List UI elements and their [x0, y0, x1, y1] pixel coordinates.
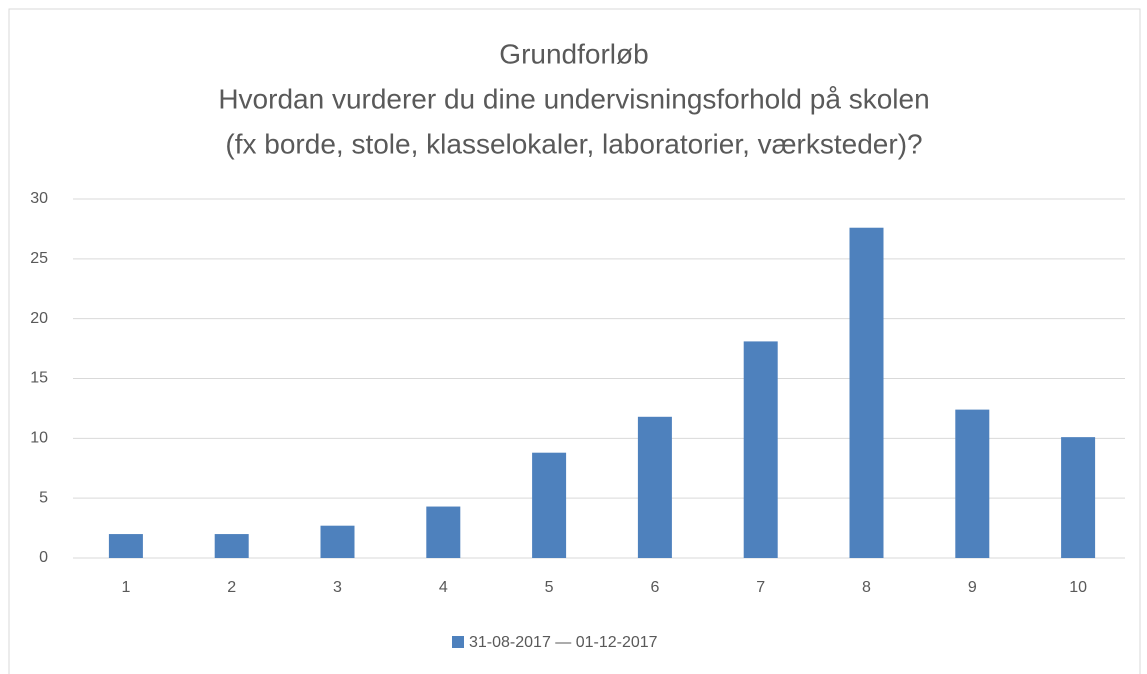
bar	[108, 534, 143, 558]
y-tick-label: 5	[39, 489, 48, 506]
bar	[1061, 437, 1096, 558]
chart-title: (fx borde, stole, klasselokaler, laborat…	[225, 128, 922, 159]
chart-border	[8, 8, 1141, 674]
legend-swatch	[452, 636, 464, 648]
x-tick-label: 1	[121, 579, 130, 596]
bar	[320, 525, 355, 558]
x-tick-label: 7	[756, 579, 765, 596]
bar	[955, 409, 990, 558]
bar	[532, 452, 567, 558]
x-tick-label: 6	[650, 579, 659, 596]
x-tick-label: 10	[1069, 579, 1087, 596]
chart-title: Hvordan vurderer du dine undervisningsfo…	[218, 83, 929, 114]
legend-label: 31-08-2017 — 01-12-2017	[469, 634, 658, 651]
y-tick-label: 10	[30, 430, 48, 447]
bar	[214, 534, 249, 558]
chart-title: Grundforløb	[499, 38, 648, 69]
y-tick-label: 20	[30, 310, 48, 327]
x-tick-label: 5	[545, 579, 554, 596]
y-tick-label: 25	[30, 250, 48, 267]
y-tick-label: 30	[30, 190, 48, 207]
bar	[637, 416, 672, 558]
x-tick-label: 8	[862, 579, 871, 596]
x-tick-label: 9	[968, 579, 977, 596]
y-tick-label: 0	[39, 549, 48, 566]
x-tick-label: 2	[227, 579, 236, 596]
x-tick-label: 4	[439, 579, 448, 596]
bar	[743, 341, 778, 558]
bar	[426, 506, 461, 558]
y-tick-label: 15	[30, 370, 48, 387]
x-tick-label: 3	[333, 579, 342, 596]
bar	[849, 227, 884, 558]
